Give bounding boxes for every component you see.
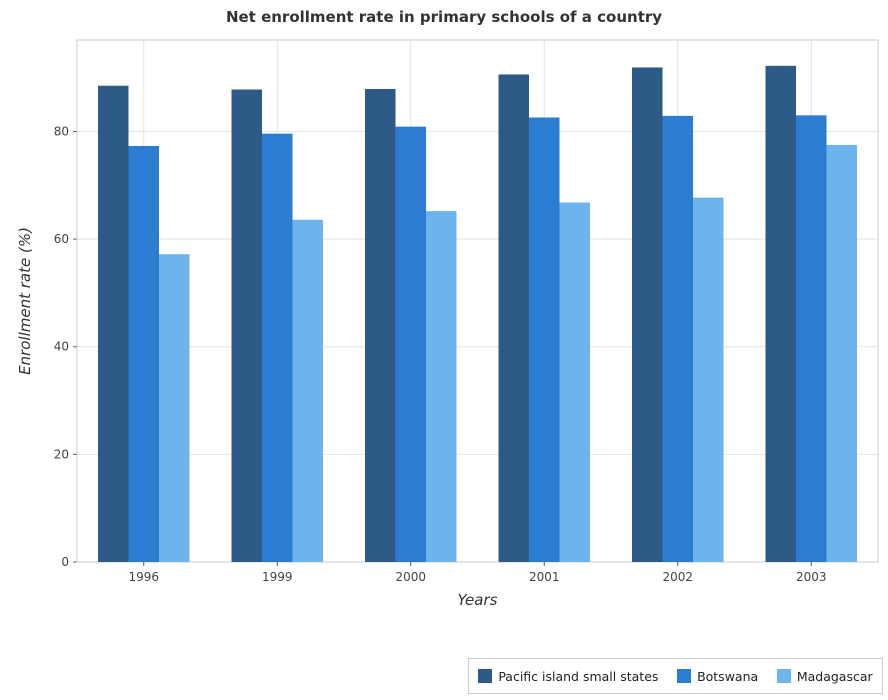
legend-label: Madagascar xyxy=(796,668,873,684)
x-tick-label: 2002 xyxy=(662,570,693,584)
legend-item: Botswana xyxy=(677,669,758,684)
y-axis-label: Enrollment rate (%) xyxy=(16,227,34,375)
bar-pacific-island-small-states-2000 xyxy=(365,88,396,562)
bar-madagascar-2003 xyxy=(826,144,857,562)
chart-legend: Pacific island small states Botswana Madag… xyxy=(468,658,883,694)
legend-item: Pacific island small states xyxy=(478,669,658,684)
y-tick-label: 20 xyxy=(54,447,69,461)
bar-pacific-island-small-states-2002 xyxy=(632,67,663,562)
x-axis-label: Years xyxy=(458,591,498,609)
x-tick-label: 1999 xyxy=(262,570,293,584)
plot-frame xyxy=(76,39,879,563)
bar-madagascar-2000 xyxy=(426,211,457,563)
bar-pacific-island-small-states-1996 xyxy=(98,85,129,562)
bar-botswana-2003 xyxy=(796,115,827,562)
chart-title: Net enrollment rate in primary schools o… xyxy=(225,8,663,26)
bar-pacific-island-small-states-2001 xyxy=(498,74,529,563)
legend-swatch xyxy=(677,669,692,683)
legend-label: Botswana xyxy=(697,668,759,684)
x-tick-label: 2001 xyxy=(529,570,560,584)
bar-pacific-island-small-states-1999 xyxy=(231,89,262,562)
x-tick-label: 2000 xyxy=(395,570,426,584)
legend-swatch xyxy=(478,669,493,683)
y-tick-label: 80 xyxy=(54,124,69,138)
x-tick-label: 2003 xyxy=(796,570,827,584)
legend-swatch xyxy=(776,669,791,683)
bar-botswana-1999 xyxy=(262,133,293,562)
bar-madagascar-1996 xyxy=(159,254,190,562)
bar-madagascar-2002 xyxy=(693,197,724,563)
bar-madagascar-1999 xyxy=(292,219,323,562)
y-tick-label: 0 xyxy=(61,555,69,569)
legend-label: Pacific island small states xyxy=(498,668,659,684)
y-tick-label: 40 xyxy=(54,340,69,354)
x-tick-label: 1996 xyxy=(128,570,159,584)
y-tick-label: 60 xyxy=(54,232,69,246)
bar-botswana-2000 xyxy=(395,126,426,562)
legend-item: Madagascar xyxy=(776,668,873,684)
bar-pacific-island-small-states-2003 xyxy=(765,65,796,562)
bar-botswana-2001 xyxy=(529,117,560,562)
bar-madagascar-2001 xyxy=(559,202,590,562)
bar-botswana-2002 xyxy=(662,115,693,562)
bar-botswana-1996 xyxy=(128,146,159,562)
